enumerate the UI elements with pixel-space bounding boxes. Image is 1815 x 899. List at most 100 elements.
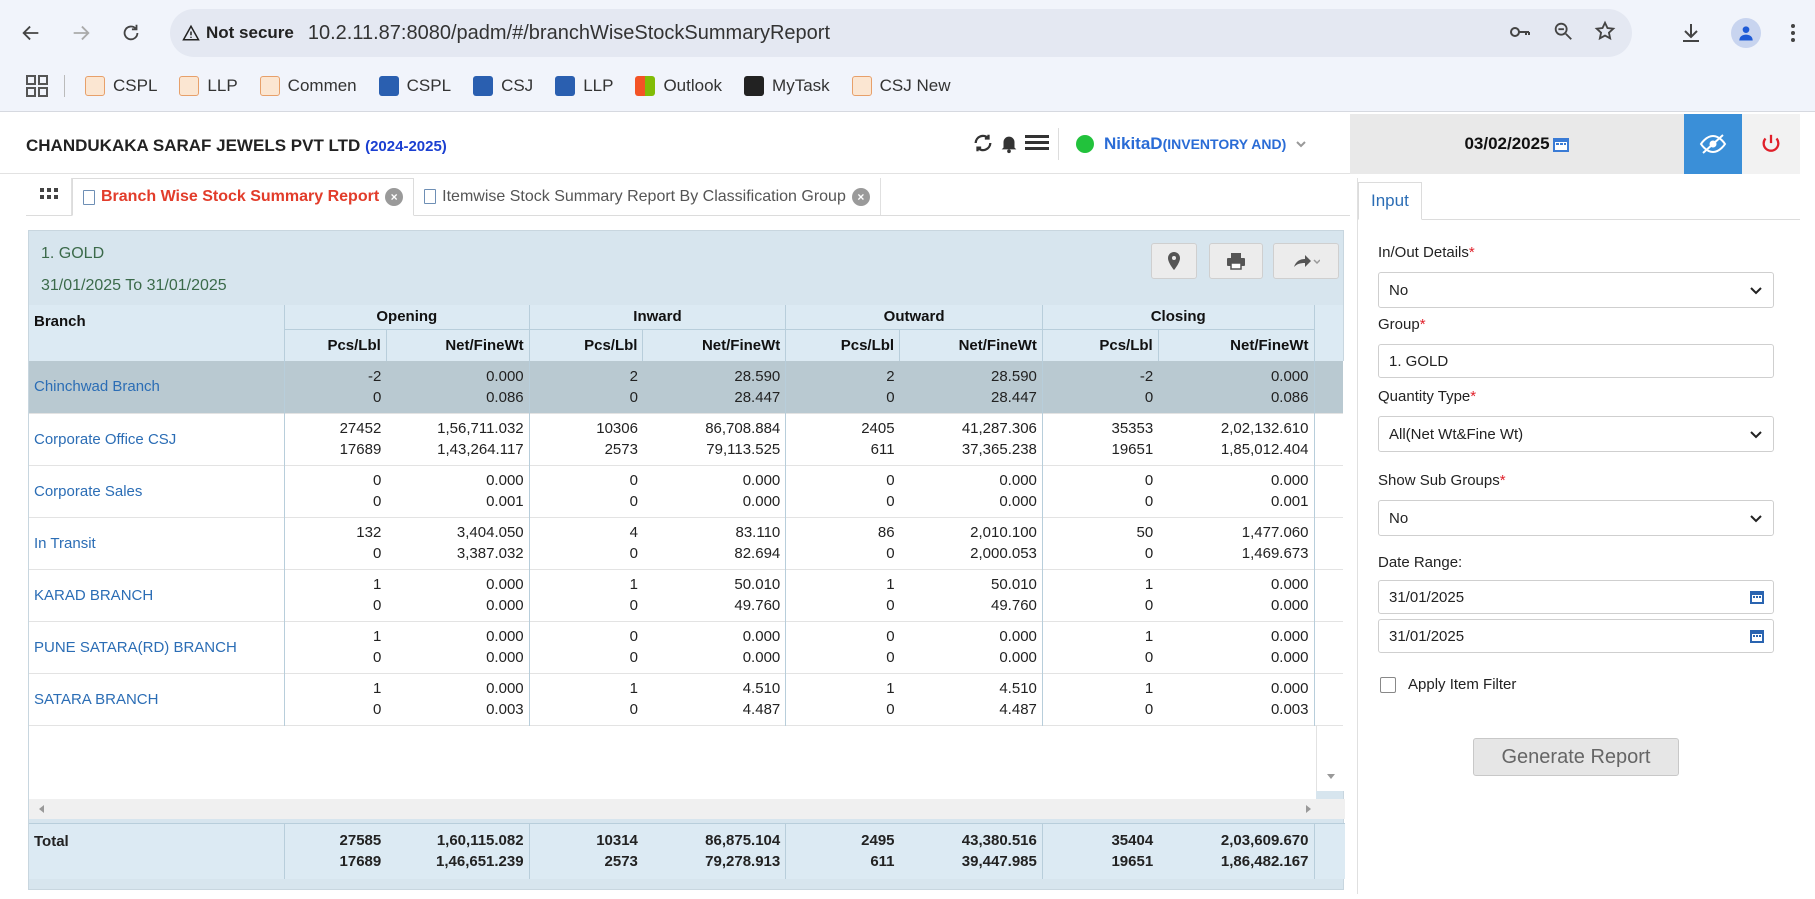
menu-list-icon[interactable] xyxy=(1024,132,1050,154)
cell-value-net: 1,477.060 xyxy=(1241,524,1309,541)
table-row[interactable]: Chinchwad Branch -2 0 0.000 0.086 2 0 28.590 28.… xyxy=(29,361,1343,413)
cell-value-fine: 0 xyxy=(886,388,895,406)
app-header: CHANDUKAKA SARAF JEWELS PVT LTD (2024-20… xyxy=(0,114,1350,174)
profile-avatar[interactable] xyxy=(1731,18,1761,48)
key-icon[interactable] xyxy=(1508,20,1532,44)
calendar-icon[interactable] xyxy=(1749,628,1765,644)
cell-value-net: 132 xyxy=(356,524,382,541)
calendar-icon[interactable] xyxy=(1552,135,1570,153)
table-row[interactable]: KARAD BRANCH 1 0 0.000 0.000 1 0 50.010 49.760 1 0… xyxy=(29,569,1343,621)
quantity-type-select[interactable]: All(Net Wt&Fine Wt) xyxy=(1378,416,1774,452)
bell-icon[interactable] xyxy=(998,132,1020,154)
tab-branch-wise-report[interactable]: Branch Wise Stock Summary Report × xyxy=(72,178,415,216)
tab-grid-button[interactable] xyxy=(26,178,72,215)
react-icon xyxy=(473,76,494,96)
logout-button[interactable] xyxy=(1742,114,1800,174)
more-menu-icon[interactable] xyxy=(1789,21,1797,45)
scroll-left-icon[interactable] xyxy=(37,804,45,814)
branch-name-link[interactable]: Chinchwad Branch xyxy=(29,361,285,413)
share-button[interactable] xyxy=(1273,243,1339,279)
total-value: 1,60,115.082 xyxy=(436,832,524,849)
branch-name-link[interactable]: Corporate Sales xyxy=(29,465,285,517)
total-value: 17689 xyxy=(339,853,382,870)
table-row[interactable]: SATARA BRANCH 1 0 0.000 0.003 1 0 4.510 4.487 1 0 4… xyxy=(29,673,1343,725)
scroll-down-icon[interactable] xyxy=(1326,773,1336,781)
group-input[interactable]: 1. GOLD xyxy=(1378,344,1774,378)
cell-value-net: 4.510 xyxy=(742,680,781,697)
date-to-input[interactable]: 31/01/2025 xyxy=(1378,619,1774,653)
bookmark-item[interactable]: CSPL xyxy=(378,76,451,96)
forward-icon[interactable] xyxy=(64,16,98,50)
bookmark-item[interactable]: CSPL xyxy=(85,76,157,96)
download-icon[interactable] xyxy=(1679,21,1703,45)
pcs-cell: 86 0 xyxy=(786,517,900,569)
date-from-input[interactable]: 31/01/2025 xyxy=(1378,580,1774,614)
total-value: 611 xyxy=(870,853,895,870)
table-row[interactable]: PUNE SATARA(RD) BRANCH 1 0 0.000 0.000 0 0 0.00… xyxy=(29,621,1343,673)
calendar-icon[interactable] xyxy=(1749,589,1765,605)
scroll-up-icon[interactable] xyxy=(1326,367,1336,375)
reload-icon[interactable] xyxy=(114,16,148,50)
apply-item-filter-checkbox[interactable] xyxy=(1380,676,1396,693)
horizontal-scrollbar[interactable] xyxy=(29,799,1345,819)
back-icon[interactable] xyxy=(14,16,48,50)
branch-name-link[interactable]: KARAD BRANCH xyxy=(29,569,285,621)
cell-value-net: 0.000 xyxy=(486,680,524,697)
inout-details-select[interactable]: No xyxy=(1378,272,1774,308)
bookmark-item[interactable]: Commen xyxy=(259,76,357,96)
system-date[interactable]: 03/02/2025 xyxy=(1350,114,1684,174)
show-sub-groups-select[interactable]: No xyxy=(1378,500,1774,536)
table-row[interactable]: Corporate Office CSJ 27452 17689 1,56,711.0… xyxy=(29,413,1343,465)
cell-value-fine: 0 xyxy=(372,545,382,562)
sync-icon[interactable] xyxy=(972,132,994,154)
print-button[interactable] xyxy=(1209,243,1263,279)
url-text[interactable]: 10.2.11.87:8080/padm/#/branchWiseStockSu… xyxy=(307,21,831,44)
total-value: 27585 xyxy=(339,832,382,849)
bookmark-item[interactable]: Outlook xyxy=(635,76,722,96)
bookmark-item[interactable]: CSJ xyxy=(473,76,533,96)
tab-input[interactable]: Input xyxy=(1358,182,1422,220)
bookmark-item[interactable]: LLP xyxy=(555,76,613,96)
cell-value-net: 0.000 xyxy=(1270,576,1309,593)
hide-panel-button[interactable] xyxy=(1684,114,1742,174)
bookmark-item[interactable]: MyTask xyxy=(744,76,830,96)
cell-value-fine: 4.487 xyxy=(742,701,781,718)
close-tab-icon[interactable]: × xyxy=(385,188,404,206)
branch-name-link[interactable]: PUNE SATARA(RD) BRANCH xyxy=(29,621,285,673)
total-value: 19651 xyxy=(1111,853,1154,870)
close-tab-icon[interactable]: × xyxy=(851,187,870,206)
branch-name-link[interactable]: Corporate Office CSJ xyxy=(29,413,285,465)
tab-itemwise-report[interactable]: Itemwise Stock Summary Report By Classif… xyxy=(414,178,881,215)
generate-report-button[interactable]: Generate Report xyxy=(1473,738,1679,776)
report-date-range: 31/01/2025 To 31/01/2025 xyxy=(41,277,227,294)
column-group-inward: Inward xyxy=(529,305,787,329)
total-value: 2,03,609.670 xyxy=(1220,832,1309,849)
cell-value-fine: 17689 xyxy=(339,441,382,458)
branch-name-link[interactable]: In Transit xyxy=(29,517,285,569)
address-bar[interactable]: Not secure 10.2.11.87:8080/padm/#/branch… xyxy=(170,9,1632,57)
apply-item-filter[interactable]: Apply Item Filter xyxy=(1380,676,1516,693)
net-weight-cell: 0.000 0.000 xyxy=(386,569,530,621)
scroll-right-icon[interactable] xyxy=(1305,804,1313,814)
vertical-scrollbar[interactable] xyxy=(1316,361,1345,791)
column-header-net: Net/FineWt xyxy=(1158,329,1315,361)
cell-value-fine: 0 xyxy=(886,701,895,718)
branch-name-link[interactable]: SATARA BRANCH xyxy=(29,673,285,725)
user-menu[interactable]: NikitaD(INVENTORY AND) xyxy=(1076,134,1306,154)
document-icon xyxy=(424,189,437,204)
cell-value-fine: 28.447 xyxy=(991,388,1037,406)
bookmark-item[interactable]: CSJ New xyxy=(851,76,951,96)
table-row[interactable]: Corporate Sales 0 0 0.000 0.001 0 0 0.000 0.000 0… xyxy=(29,465,1343,517)
star-icon[interactable] xyxy=(1594,20,1616,42)
security-indicator[interactable]: Not secure xyxy=(182,23,294,43)
zoom-icon[interactable] xyxy=(1552,20,1574,42)
location-button[interactable] xyxy=(1151,243,1197,279)
total-label: Total xyxy=(29,823,285,879)
cell-value-fine: 0 xyxy=(372,597,382,614)
cell-value-fine: 0 xyxy=(629,649,638,666)
apps-grid-icon[interactable] xyxy=(26,75,48,97)
table-row[interactable]: In Transit 132 0 3,404.050 3,387.032 4 0 83.110… xyxy=(29,517,1343,569)
bookmark-item[interactable]: LLP xyxy=(179,76,238,96)
